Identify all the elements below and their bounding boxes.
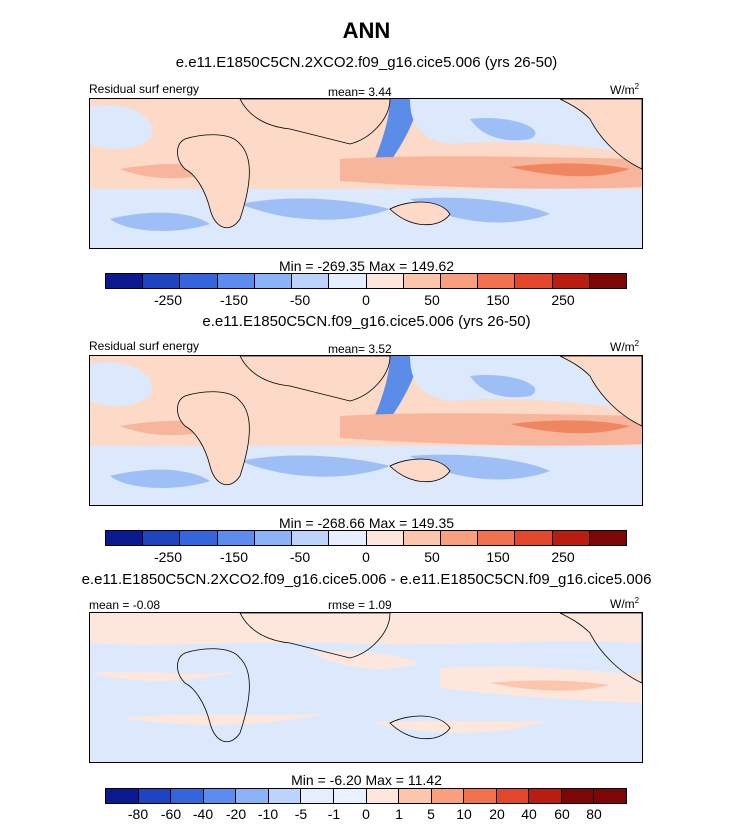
panel-1-mean-label: mean= 3.44	[328, 85, 392, 99]
panel-2-colorbar	[105, 530, 627, 546]
cbar-swatch	[478, 274, 516, 288]
cbar-swatch	[171, 789, 204, 803]
cbar-tick: 250	[551, 549, 575, 565]
cbar-tick: 5	[427, 806, 435, 822]
cbar-swatch	[403, 531, 441, 545]
cbar-swatch	[403, 274, 441, 288]
cbar-swatch	[366, 274, 404, 288]
cbar-swatch	[464, 789, 497, 803]
cbar-tick: 0	[362, 292, 370, 308]
cbar-tick: -10	[257, 806, 279, 822]
panel-3-minmax: Min = -6.20 Max = 11.42	[291, 772, 442, 788]
panel-2-map	[89, 355, 643, 506]
cbar-tick: -250	[153, 549, 183, 565]
cbar-swatch	[329, 274, 367, 288]
panel-1-units-label: W/m2	[610, 82, 640, 97]
cbar-swatch	[366, 531, 404, 545]
cbar-swatch	[440, 274, 479, 288]
cbar-swatch	[106, 789, 139, 803]
cbar-swatch	[106, 274, 144, 288]
cbar-swatch	[431, 789, 465, 803]
cbar-swatch	[180, 274, 218, 288]
cbar-tick: -150	[219, 292, 249, 308]
cbar-tick: -60	[160, 806, 182, 822]
cbar-tick: -80	[127, 806, 149, 822]
cbar-tick: 0	[362, 806, 370, 822]
cbar-swatch	[366, 789, 400, 803]
cbar-swatch	[301, 789, 334, 803]
cbar-swatch	[254, 274, 293, 288]
cbar-swatch	[217, 531, 255, 545]
cbar-swatch	[203, 789, 237, 803]
panel-2-cbar-ticks: -250 -150 -50 0 50 150 250	[0, 549, 733, 567]
cbar-swatch	[529, 789, 562, 803]
panel-3-cbar-ticks: -80 -60 -40 -20 -10 -5 -1 0 1 5 10 20 40…	[0, 806, 733, 824]
panel-1-variable-label: Residual surf energy	[89, 82, 200, 96]
cbar-swatch	[515, 274, 553, 288]
cbar-swatch	[561, 789, 595, 803]
panel-3-rmse-label: rmse = 1.09	[328, 598, 392, 612]
cbar-swatch	[292, 531, 330, 545]
panel-1-subtitle: e.e11.E1850C5CN.2XCO2.f09_g16.cice5.006 …	[175, 54, 558, 71]
page-title: ANN	[342, 18, 391, 43]
cbar-swatch	[515, 531, 553, 545]
cbar-tick: -40	[192, 806, 214, 822]
cbar-tick: -50	[289, 292, 311, 308]
cbar-tick: 80	[586, 806, 602, 822]
cbar-swatch	[254, 531, 293, 545]
cbar-swatch	[399, 789, 432, 803]
cbar-swatch	[329, 531, 367, 545]
cbar-swatch	[143, 531, 181, 545]
cbar-tick: 20	[489, 806, 505, 822]
panel-3-mean-label: mean = -0.08	[89, 598, 161, 612]
panel-1-cbar-ticks: -250 -150 -50 0 50 150 250	[0, 292, 733, 310]
cbar-tick: -1	[327, 806, 341, 822]
cbar-tick: 50	[424, 549, 440, 565]
cbar-tick: 250	[551, 292, 575, 308]
cbar-swatch	[268, 789, 302, 803]
cbar-swatch	[292, 274, 330, 288]
panel-3-map	[89, 612, 643, 763]
cbar-tick: -50	[289, 549, 311, 565]
cbar-swatch	[180, 531, 218, 545]
cbar-tick: 10	[456, 806, 472, 822]
cbar-tick: -150	[219, 549, 249, 565]
cbar-swatch	[333, 789, 367, 803]
cbar-swatch	[589, 531, 627, 545]
panel-3-subtitle: e.e11.E1850C5CN.2XCO2.f09_g16.cice5.006 …	[81, 571, 652, 588]
cbar-swatch	[478, 531, 516, 545]
cbar-tick: -250	[153, 292, 183, 308]
panel-2-mean-label: mean= 3.52	[328, 342, 392, 356]
cbar-swatch	[594, 789, 626, 803]
panel-1-colorbar	[105, 273, 627, 289]
cbar-tick: 150	[486, 549, 510, 565]
cbar-tick: 40	[521, 806, 537, 822]
panel-2-subtitle: e.e11.E1850C5CN.f09_g16.cice5.006 (yrs 2…	[202, 313, 531, 330]
cbar-swatch	[496, 789, 530, 803]
panel-1-minmax: Min = -269.35 Max = 149.62	[278, 258, 455, 274]
cbar-tick: 50	[424, 292, 440, 308]
panel-2-minmax: Min = -268.66 Max = 149.35	[278, 515, 455, 531]
cbar-swatch	[106, 531, 144, 545]
cbar-swatch	[143, 274, 181, 288]
cbar-tick: 60	[554, 806, 570, 822]
panel-2-units-label: W/m2	[610, 339, 640, 354]
cbar-swatch	[217, 274, 255, 288]
panel-2-variable-label: Residual surf energy	[89, 339, 200, 353]
cbar-swatch	[552, 274, 590, 288]
cbar-tick: -5	[294, 806, 308, 822]
panel-3-colorbar	[105, 788, 627, 804]
cbar-swatch	[440, 531, 479, 545]
cbar-swatch	[552, 531, 590, 545]
cbar-swatch	[138, 789, 172, 803]
cbar-tick: 1	[395, 806, 403, 822]
panel-3-units-label: W/m2	[610, 596, 640, 611]
cbar-tick: -20	[225, 806, 247, 822]
cbar-tick: 150	[486, 292, 510, 308]
cbar-swatch	[589, 274, 627, 288]
cbar-tick: 0	[362, 549, 370, 565]
cbar-swatch	[236, 789, 269, 803]
panel-1-map	[89, 98, 643, 249]
